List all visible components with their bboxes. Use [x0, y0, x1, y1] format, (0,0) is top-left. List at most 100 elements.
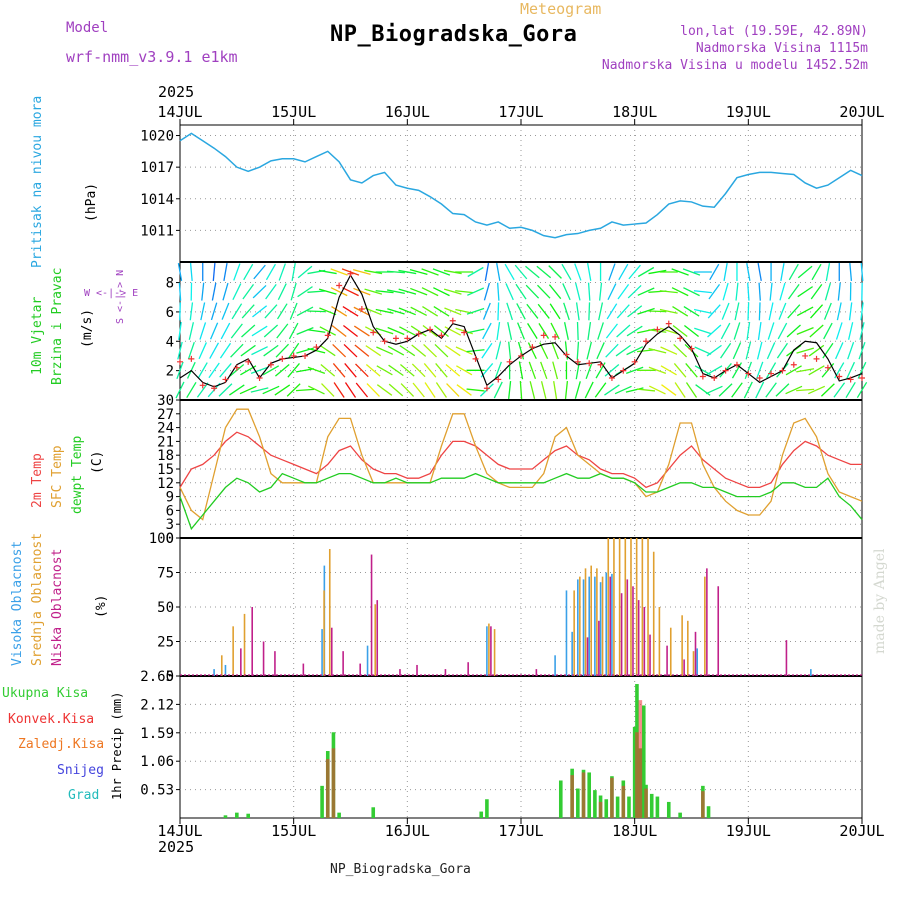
wind-arrow [332, 343, 347, 358]
wind-gust-mark [279, 355, 286, 362]
cloud-ytick-label: 75 [157, 566, 174, 582]
wind-arrow [483, 282, 491, 301]
wind-arrow [423, 343, 437, 358]
wind-arrow [343, 343, 358, 358]
wind-gust-mark [711, 374, 718, 381]
wind-arrow [456, 384, 472, 396]
wind-arrow [344, 363, 357, 378]
wind-arrow [835, 342, 844, 360]
wind-arrow [297, 286, 313, 298]
model-label: Model [66, 20, 109, 36]
wind-arrow [661, 384, 677, 396]
wind-arrow [765, 382, 777, 398]
wind-arrow [409, 269, 428, 275]
wind-arrow [218, 383, 233, 397]
wind-arrow [386, 270, 405, 274]
wind-arrow [433, 306, 450, 317]
wind-arrow [674, 382, 686, 398]
temperature-ytick-label: 0 [166, 531, 174, 547]
wind-arrow [435, 363, 448, 378]
wind-arrow [648, 310, 667, 313]
wind-arrow [626, 325, 643, 337]
precip-total-bar [666, 801, 671, 818]
precip-conv-bar [621, 785, 626, 818]
wind-arrow [387, 326, 405, 336]
xtick-label-top: 16JUL [385, 103, 430, 121]
wind-arrow [508, 341, 512, 360]
wind-gust-mark [608, 374, 615, 381]
wind-arrow [482, 302, 491, 320]
wind-arrow [342, 306, 359, 317]
wind-arrow [705, 385, 723, 395]
xtick-label-top: 17JUL [498, 103, 543, 121]
wind-arrow [808, 385, 826, 395]
wind-arrow [355, 382, 369, 398]
wind-arrow [506, 302, 514, 321]
temperature-ytick-label: 15 [157, 462, 174, 478]
wind-arrow [466, 328, 485, 334]
wind-arrow [188, 322, 195, 340]
wind-gust-mark [222, 376, 229, 383]
wind-arrow [320, 364, 336, 377]
wind-arrow [537, 284, 551, 299]
precip-ytick-label: 1.06 [140, 754, 174, 770]
wind-arrow [576, 321, 579, 341]
wind-arrow [766, 362, 777, 379]
wind-arrow [278, 263, 286, 281]
wind-arrow [398, 269, 417, 275]
wind-arrow [659, 290, 678, 294]
wind-arrow [552, 361, 559, 380]
wind-arrow [540, 381, 547, 399]
wind-arrow [186, 381, 197, 399]
precip-conv-label: Konvek.Kisa [8, 712, 95, 727]
wind-gust-mark [768, 370, 775, 377]
precip-ytick-label: 1.59 [140, 726, 174, 742]
wind-arrow [241, 324, 256, 338]
wind-arrow [286, 383, 301, 397]
wind-arrow [444, 326, 462, 336]
wind-arrow [223, 263, 228, 281]
wind-arrow [230, 343, 244, 358]
wind-arrow [825, 263, 831, 281]
wind-arrow [846, 361, 856, 379]
wind-arrow [706, 365, 723, 376]
wind-arrow [189, 302, 194, 321]
precip-conv-bar [325, 759, 330, 818]
wind-gust-mark [745, 370, 752, 377]
wind-gust-mark [177, 358, 183, 365]
wind-arrow [331, 324, 347, 338]
wind-arrow [527, 323, 538, 339]
wind-gust-mark [654, 326, 661, 333]
wind-arrow [856, 381, 868, 399]
wind-arrow [262, 385, 280, 395]
precip-total-label: Ukupna Kisa [2, 686, 89, 701]
wind-arrow [198, 342, 207, 360]
wind-arrow [219, 342, 232, 359]
wind-gust-mark [665, 320, 672, 327]
wind-arrow [847, 341, 855, 360]
xtick-label-top: 19JUL [726, 103, 771, 121]
wind-arrow [746, 321, 751, 341]
wind-arrow [252, 284, 267, 299]
wind-arrow [562, 283, 571, 301]
wind-arrow [685, 363, 698, 378]
wind-arrow [604, 364, 620, 377]
wind-gust-mark [540, 332, 547, 339]
wind-arrow [860, 262, 864, 282]
wind-gust-mark [461, 329, 468, 336]
wind-arrow [376, 365, 393, 376]
wind-gust-mark [472, 355, 479, 362]
wind-arrow [400, 364, 415, 377]
wind-arrow [607, 283, 617, 301]
wind-arrow [221, 302, 230, 320]
wind-arrow [189, 262, 193, 282]
wind-gust-mark [347, 270, 354, 277]
wind-arrow [563, 322, 569, 340]
wind-arrow [694, 327, 712, 335]
wind-arrow [637, 388, 656, 392]
wind-gust-mark [392, 335, 399, 342]
wind-arrow [399, 326, 416, 336]
wind-gust-mark [211, 385, 218, 392]
xtick-label-bottom: 14JUL [157, 822, 202, 840]
temp-sfc-line [179, 408, 863, 521]
